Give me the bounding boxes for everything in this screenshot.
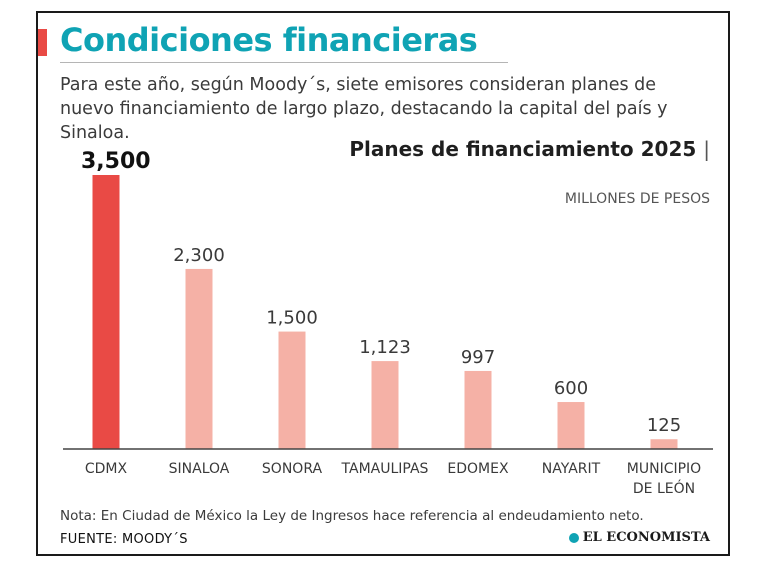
bar bbox=[371, 361, 399, 449]
data-label: 997 bbox=[461, 347, 495, 368]
category-label: MUNICIPIO bbox=[627, 461, 701, 477]
category-label: SINALOA bbox=[169, 461, 230, 477]
bar bbox=[650, 439, 678, 449]
page-title: Condiciones financieras bbox=[60, 21, 478, 59]
title-separator: | bbox=[703, 137, 710, 161]
brand-name: EL ECONOMISTA bbox=[582, 530, 710, 545]
bar bbox=[278, 331, 306, 449]
data-label: 2,300 bbox=[173, 245, 225, 266]
category-label: EDOMEX bbox=[447, 461, 509, 477]
bar bbox=[557, 402, 585, 449]
bar bbox=[464, 370, 492, 449]
data-label: 1,500 bbox=[266, 308, 318, 329]
title-divider bbox=[60, 62, 508, 63]
chart-units: MILLONES DE PESOS bbox=[564, 191, 710, 207]
category-label: TAMAULIPAS bbox=[341, 461, 429, 477]
bar-chart: 3,500 CDMX 2,300 SINALOA 1,500 SONORA 1,123 TAM… bbox=[63, 149, 713, 497]
subtitle: Para este año, según Moody´s, siete emis… bbox=[60, 75, 668, 143]
category-label: CDMX bbox=[85, 461, 128, 477]
data-label: 3,500 bbox=[81, 149, 151, 174]
bar bbox=[185, 268, 213, 449]
data-label: 125 bbox=[647, 415, 681, 436]
globe-icon bbox=[568, 532, 579, 543]
category-label: DE LEÓN bbox=[633, 479, 695, 497]
source-label: FUENTE: MOODY´S bbox=[60, 532, 188, 547]
data-label: 600 bbox=[554, 378, 588, 399]
infographic-frame: Condiciones financieras Para este año, s… bbox=[36, 11, 730, 556]
category-label: NAYARIT bbox=[542, 461, 601, 477]
footnote: Nota: En Ciudad de México la Ley de Ingr… bbox=[60, 508, 644, 524]
data-label: 1,123 bbox=[359, 337, 411, 358]
accent-bar bbox=[38, 29, 47, 56]
category-label: SONORA bbox=[262, 461, 323, 477]
bar bbox=[92, 175, 120, 449]
chart-title: Planes de financiamiento 2025 bbox=[349, 137, 697, 161]
chart-title-block: Planes de financiamiento 2025 | bbox=[349, 137, 710, 162]
brand-logo: EL ECONOMISTA bbox=[568, 530, 710, 545]
